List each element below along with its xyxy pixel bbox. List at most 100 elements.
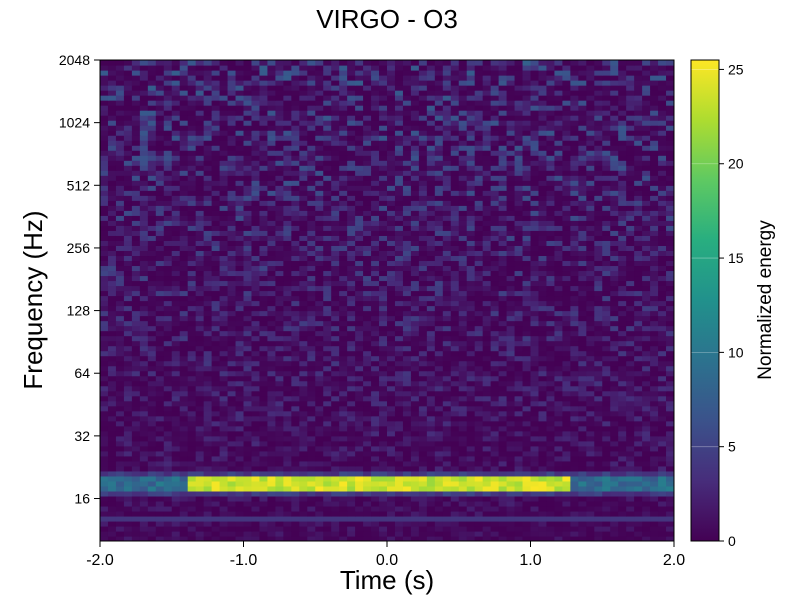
spectrogram-cell	[387, 250, 396, 257]
spectrogram-cell	[402, 270, 412, 277]
spectrogram-cell	[211, 470, 221, 477]
spectrogram-cell	[299, 200, 308, 206]
spectrogram-cell	[163, 250, 173, 257]
spectrogram-cell	[187, 260, 197, 267]
spectrogram-cell	[267, 445, 276, 452]
spectrogram-cell	[514, 535, 524, 541]
spectrogram-cell	[394, 225, 404, 231]
spectrogram-cell	[586, 465, 595, 472]
spectrogram-cell	[546, 445, 556, 452]
spectrogram-cell	[394, 495, 404, 502]
spectrogram-cell	[163, 370, 173, 377]
spectrogram-cell	[147, 510, 157, 517]
spectrogram-cell	[642, 440, 651, 447]
spectrogram-cell	[658, 445, 667, 452]
spectrogram-cell	[610, 430, 619, 437]
spectrogram-cell	[626, 260, 635, 267]
spectrogram-cell	[434, 360, 444, 367]
spectrogram-cell	[610, 395, 619, 402]
spectrogram-cell	[426, 400, 436, 407]
spectrogram-cell	[219, 380, 229, 387]
spectrogram-cell	[594, 525, 603, 532]
spectrogram-cell	[578, 370, 587, 377]
spectrogram-cell	[187, 345, 197, 352]
spectrogram-cell	[315, 320, 324, 327]
spectrogram-cell	[139, 300, 149, 307]
spectrogram-cell	[387, 375, 396, 382]
spectrogram-cell	[203, 485, 213, 492]
spectrogram-cell	[299, 505, 308, 512]
spectrogram-cell	[602, 455, 611, 462]
spectrogram-cell	[347, 300, 356, 307]
spectrogram-cell	[474, 275, 484, 282]
spectrogram-cell	[418, 530, 428, 537]
spectrogram-cell	[586, 415, 595, 422]
spectrogram-cell	[139, 215, 149, 221]
spectrogram-cell	[107, 320, 117, 327]
spectrogram-cell	[546, 200, 556, 206]
spectrogram-cell	[554, 465, 563, 472]
spectrogram-cell	[211, 395, 221, 402]
spectrogram-cell	[490, 385, 500, 392]
spectrogram-cell	[107, 225, 117, 231]
spectrogram-cell	[107, 260, 117, 267]
spectrogram-cell	[323, 430, 332, 437]
spectrogram-cell	[402, 475, 412, 482]
spectrogram-cell	[474, 425, 484, 432]
spectrogram-cell	[155, 235, 165, 241]
spectrogram-cell	[147, 415, 157, 422]
spectrogram-cell	[514, 280, 524, 287]
spectrogram-cell	[474, 220, 484, 226]
spectrogram-cell	[402, 445, 412, 452]
spectrogram-cell	[203, 325, 213, 332]
spectrogram-cell	[355, 340, 364, 347]
spectrogram-cell	[522, 480, 532, 487]
spectrogram-cell	[155, 200, 165, 206]
spectrogram-cell	[642, 460, 651, 467]
spectrogram-cell	[315, 230, 324, 236]
spectrogram-cell	[363, 195, 372, 201]
spectrogram-cell	[267, 465, 276, 472]
spectrogram-cell	[235, 360, 245, 367]
spectrogram-cell	[546, 270, 556, 277]
spectrogram-cell	[171, 285, 181, 292]
spectrogram-cell	[100, 425, 109, 432]
spectrogram-cell	[371, 225, 380, 231]
spectrogram-cell	[650, 215, 659, 221]
spectrogram-cell	[243, 405, 253, 412]
spectrogram-cell	[291, 230, 300, 236]
spectrogram-cell	[418, 340, 428, 347]
spectrogram-cell	[498, 200, 508, 206]
spectrogram-cell	[466, 435, 476, 442]
spectrogram-cell	[347, 305, 356, 312]
spectrogram-cell	[442, 310, 452, 317]
spectrogram-cell	[355, 220, 364, 226]
spectrogram-cell	[371, 485, 380, 492]
spectrogram-cell	[243, 315, 253, 322]
spectrogram-cell	[426, 250, 436, 257]
spectrogram-cell	[235, 315, 245, 322]
spectrogram-cell	[666, 425, 674, 432]
spectrogram-cell	[642, 270, 651, 277]
spectrogram-cell	[155, 450, 165, 457]
spectrogram-cell	[426, 295, 436, 302]
spectrogram-cell	[107, 210, 117, 216]
spectrogram-cell	[602, 520, 611, 527]
spectrogram-cell	[490, 490, 500, 497]
spectrogram-cell	[331, 210, 340, 216]
spectrogram-cell	[602, 220, 611, 226]
spectrogram-cell	[291, 425, 300, 432]
spectrogram-cell	[650, 290, 659, 297]
spectrogram-cell	[379, 245, 388, 251]
spectrogram-cell	[267, 215, 276, 221]
spectrogram-cell	[187, 390, 197, 397]
spectrogram-cell	[650, 520, 659, 527]
spectrogram-cell	[379, 445, 388, 452]
spectrogram-cell	[243, 340, 253, 347]
spectrogram-cell	[267, 520, 276, 527]
spectrogram-cell	[227, 505, 237, 512]
spectrogram-cell	[283, 380, 292, 387]
spectrogram-cell	[211, 505, 221, 512]
spectrogram-cell	[418, 360, 428, 367]
spectrogram-cell	[107, 460, 117, 467]
